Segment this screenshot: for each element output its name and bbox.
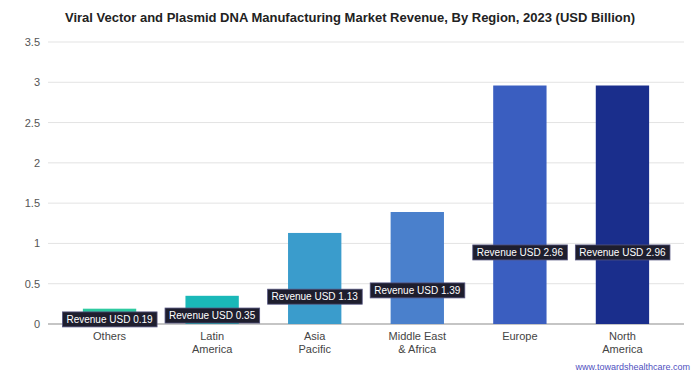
data-label-text: Revenue USD 1.39: [374, 285, 461, 296]
grid-line: [48, 203, 684, 204]
bar: [288, 233, 341, 324]
y-tick-label: 0.5: [25, 278, 40, 290]
data-label-text: Revenue USD 0.35: [169, 310, 256, 321]
y-tick-label: 2.5: [25, 117, 40, 129]
x-tick-label: Others: [93, 330, 127, 342]
data-label-text: Revenue USD 2.96: [477, 247, 564, 258]
data-label: Revenue USD 0.35: [165, 308, 260, 323]
data-label: Revenue USD 1.39: [370, 283, 465, 298]
bar: [596, 86, 649, 324]
annotation: www.towardshealthcare.com: [574, 362, 690, 372]
data-label-box: [473, 245, 568, 260]
data-label: Revenue USD 1.13: [268, 289, 363, 304]
grid-line: [48, 283, 684, 284]
grid: [48, 42, 684, 324]
y-tick-label: 3: [34, 76, 40, 88]
data-label-text: Revenue USD 0.19: [66, 314, 153, 325]
grid-line: [48, 243, 684, 244]
data-label: Revenue USD 0.19: [62, 312, 157, 327]
bar: [493, 86, 546, 324]
bars: [83, 86, 649, 324]
x-tick-label: LatinAmerica: [192, 330, 233, 355]
y-tick-label: 0: [34, 318, 40, 330]
data-label-box: [268, 289, 363, 304]
data-label-box: [575, 245, 670, 260]
data-label-text: Revenue USD 2.96: [579, 247, 666, 258]
y-tick-label: 1.5: [25, 197, 40, 209]
grid-line: [48, 162, 684, 163]
y-tick-label: 2: [34, 157, 40, 169]
data-labels: Revenue USD 0.19 Revenue USD 0.35 Revenue …: [62, 245, 670, 327]
x-tick-label: Middle East& Africa: [389, 330, 446, 355]
data-label-box: [165, 308, 260, 323]
y-tick-label: 1: [34, 237, 40, 249]
data-label: Revenue USD 2.96: [575, 245, 670, 260]
x-tick-label: NorthAmerica: [602, 330, 643, 355]
data-label: Revenue USD 2.96: [473, 245, 568, 260]
data-label-box: [62, 312, 157, 327]
chart: Viral Vector and Plasmid DNA Manufacturi…: [0, 0, 700, 376]
grid-line: [48, 42, 684, 43]
grid-line: [48, 122, 684, 123]
title: Viral Vector and Plasmid DNA Manufacturi…: [65, 10, 635, 25]
x-tick-label: AsiaPacific: [299, 330, 332, 355]
data-label-box: [370, 283, 465, 298]
grid-line: [48, 82, 684, 83]
data-label-text: Revenue USD 1.13: [272, 291, 359, 302]
y-tick-label: 3.5: [25, 36, 40, 48]
x-tick-label: Europe: [502, 330, 537, 342]
bar: [391, 212, 444, 324]
